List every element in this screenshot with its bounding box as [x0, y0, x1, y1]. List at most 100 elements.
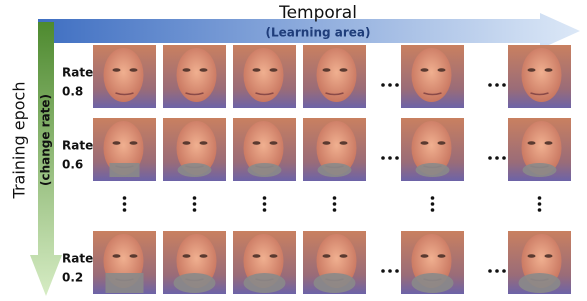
eye [130, 141, 138, 145]
mask [314, 273, 356, 293]
h-ellipsis-dot [388, 83, 392, 87]
face-image [508, 45, 571, 108]
eye [528, 254, 536, 258]
eye [340, 141, 348, 145]
h-ellipsis-dot [495, 269, 499, 273]
mask [519, 273, 561, 293]
v-ellipsis-dot [538, 202, 542, 206]
eye [545, 68, 553, 72]
eye [270, 141, 278, 145]
rate-label: Rate [62, 252, 93, 266]
face-image [233, 118, 296, 181]
eye [200, 141, 208, 145]
eye [438, 68, 446, 72]
eye [323, 68, 331, 72]
mask [110, 163, 140, 177]
mask [523, 163, 557, 177]
h-ellipsis-dot [488, 156, 492, 160]
rate-value: 0.6 [62, 158, 83, 172]
h-ellipsis-dot [381, 269, 385, 273]
eye [340, 254, 348, 258]
eye [270, 254, 278, 258]
v-ellipsis-dot [193, 208, 197, 212]
eye [183, 68, 191, 72]
face-image [93, 45, 156, 108]
face-image [401, 231, 464, 294]
side-subtitle: (change rate) [39, 94, 53, 186]
eye [253, 254, 261, 258]
h-ellipsis-dot [388, 156, 392, 160]
eye [545, 141, 553, 145]
v-ellipsis-dot [431, 196, 435, 200]
h-ellipsis-dot [502, 156, 506, 160]
v-ellipsis-dot [263, 202, 267, 206]
h-ellipsis-dot [395, 156, 399, 160]
eye [421, 254, 429, 258]
face-image [303, 118, 366, 181]
eye [113, 254, 121, 258]
eye [545, 254, 553, 258]
mask [174, 273, 216, 293]
h-ellipsis-dot [502, 269, 506, 273]
face-image [401, 45, 464, 108]
rate-label: Rate [62, 139, 93, 153]
h-ellipsis-dot [381, 156, 385, 160]
header-title: Temporal [278, 3, 357, 23]
eye [183, 141, 191, 145]
rate-value: 0.2 [62, 271, 83, 285]
eye [438, 141, 446, 145]
v-ellipsis-dot [263, 208, 267, 212]
eye [183, 254, 191, 258]
eye [253, 68, 261, 72]
h-ellipsis-dot [502, 83, 506, 87]
eye [340, 68, 348, 72]
h-ellipsis-dot [395, 83, 399, 87]
v-ellipsis-dot [333, 202, 337, 206]
eye [200, 68, 208, 72]
eye [200, 254, 208, 258]
eye [421, 68, 429, 72]
face-image [93, 231, 156, 294]
v-ellipsis-dot [333, 196, 337, 200]
rate-value: 0.8 [62, 85, 83, 99]
mask [318, 163, 352, 177]
h-ellipsis-dot [488, 269, 492, 273]
h-ellipsis-dot [495, 156, 499, 160]
eye [253, 141, 261, 145]
eye [323, 141, 331, 145]
figure: Temporal (Learning area) Training epoch … [0, 0, 587, 297]
eye [113, 141, 121, 145]
v-ellipsis-dot [431, 208, 435, 212]
eye [438, 254, 446, 258]
mask [244, 273, 286, 293]
eye [130, 254, 138, 258]
face-image [303, 45, 366, 108]
face-image [508, 118, 571, 181]
rate-label: Rate [62, 66, 93, 80]
eye [528, 141, 536, 145]
v-ellipsis-dot [431, 202, 435, 206]
eye [113, 68, 121, 72]
v-ellipsis-dot [123, 202, 127, 206]
side-title: Training epoch [10, 82, 29, 200]
face-image [303, 231, 366, 294]
v-ellipsis-dot [263, 196, 267, 200]
h-ellipsis-dot [495, 83, 499, 87]
face-image [508, 231, 571, 294]
mask [416, 163, 450, 177]
v-ellipsis-dot [123, 208, 127, 212]
face-image [233, 231, 296, 294]
face-image [163, 118, 226, 181]
mask [178, 163, 212, 177]
v-ellipsis-dot [538, 208, 542, 212]
eye [270, 68, 278, 72]
h-ellipsis-dot [388, 269, 392, 273]
eye [323, 254, 331, 258]
face-image [401, 118, 464, 181]
mask [106, 273, 144, 293]
v-ellipsis-dot [123, 196, 127, 200]
v-ellipsis-dot [193, 202, 197, 206]
face-grid: Rate 0.8 Rate 0.6 Rate 0.2 [62, 45, 571, 294]
face-image [233, 45, 296, 108]
v-ellipsis-dot [193, 196, 197, 200]
